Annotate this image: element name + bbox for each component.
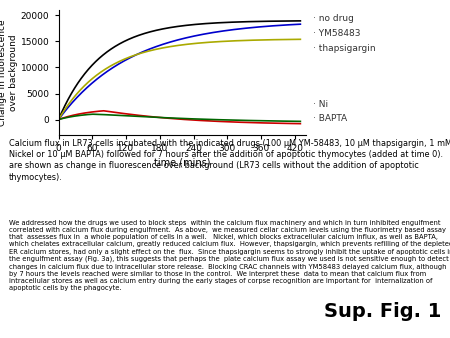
Text: · no drug: · no drug xyxy=(313,14,354,23)
Text: Calcium flux in LR73 cells incubated with the indicated drugs (100 μM YM-58483, : Calcium flux in LR73 cells incubated wit… xyxy=(9,139,450,182)
Text: · BAPTA: · BAPTA xyxy=(313,114,347,123)
Text: · Ni: · Ni xyxy=(313,100,328,109)
X-axis label: time (mins): time (mins) xyxy=(154,158,211,167)
Text: · YM58483: · YM58483 xyxy=(313,29,361,38)
Text: We addressed how the drugs we used to block steps  within the calcium flux machi: We addressed how the drugs we used to bl… xyxy=(9,220,450,291)
Y-axis label: Change in fluorescence
over background: Change in fluorescence over background xyxy=(0,19,18,126)
Text: · thapsigargin: · thapsigargin xyxy=(313,44,376,53)
Text: Sup. Fig. 1: Sup. Fig. 1 xyxy=(324,302,441,321)
